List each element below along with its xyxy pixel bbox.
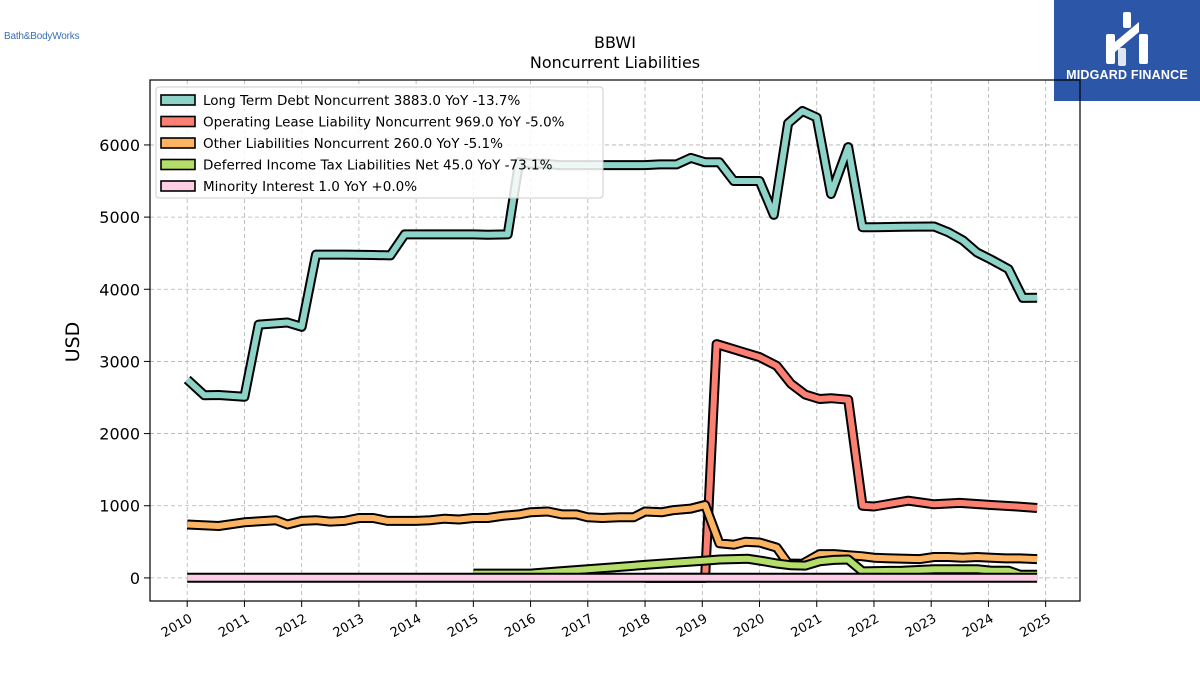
x-tick-label: 2015 <box>445 611 481 641</box>
brand-logo-left: Bath&BodyWorks <box>4 24 114 60</box>
x-tick-label: 2013 <box>331 611 367 641</box>
x-tick-label: 2024 <box>960 611 996 641</box>
legend-swatch-long-term-debt-noncurrent <box>160 94 196 106</box>
midgard-emblem-icon <box>1106 12 1148 66</box>
chart-title: BBWI <box>594 33 636 52</box>
y-tick-label: 3000 <box>99 352 140 371</box>
series-outline-other-liabilities-noncurrent <box>186 500 1038 569</box>
legend-label-minority-interest: Minority Interest 1.0 YoY +0.0% <box>203 179 417 195</box>
legend-label-other-liabilities-noncurrent: Other Liabilities Noncurrent 260.0 YoY -… <box>203 136 503 152</box>
x-tick-label: 2012 <box>274 611 310 641</box>
midgard-finance-wordmark: MIDGARD FINANCE <box>1066 68 1188 82</box>
y-tick-label: 1000 <box>99 497 140 516</box>
plot-frame <box>149 79 1081 602</box>
y-tick-label: 5000 <box>99 208 140 227</box>
y-tick-label: 0 <box>130 569 140 588</box>
series-line-deferred-income-tax-liabilities-net <box>473 555 1038 578</box>
midgard-finance-logo: MIDGARD FINANCE <box>1054 0 1200 101</box>
x-tick-label: 2017 <box>560 611 596 641</box>
y-axis-ticks: 0 1000 2000 3000 4000 5000 6000 <box>99 136 150 588</box>
x-tick-label: 2019 <box>674 611 710 641</box>
series-lines <box>183 106 1038 583</box>
legend-swatch-minority-interest <box>160 180 196 192</box>
x-tick-label: 2025 <box>1018 611 1054 641</box>
x-tick-label: 2023 <box>903 611 939 641</box>
x-tick-label: 2018 <box>617 611 653 641</box>
brand-logo-text: Bath&BodyWorks <box>4 31 80 42</box>
series-outline-operating-lease-liability-noncurrent <box>645 339 1038 583</box>
chart-subtitle: Noncurrent Liabilities <box>530 53 700 72</box>
legend-label-deferred-income-tax-liabilities-net: Deferred Income Tax Liabilities Net 45.0… <box>203 158 553 174</box>
series-line-long-term-debt-noncurrent <box>185 108 1038 400</box>
legend-swatch-operating-lease-liability-noncurrent <box>160 115 196 128</box>
y-tick-label: 6000 <box>99 136 140 155</box>
legend-label-long-term-debt-noncurrent: Long Term Debt Noncurrent 3883.0 YoY -13… <box>203 93 520 109</box>
x-axis-ticks: 2010 2011 2012 2013 2014 2015 2016 2017 2018 2019… <box>159 601 1054 641</box>
y-tick-label: 4000 <box>99 280 140 299</box>
series-line-other-liabilities-noncurrent <box>187 502 1038 567</box>
x-tick-label: 2021 <box>789 611 825 641</box>
x-tick-label: 2010 <box>159 611 195 641</box>
chart-legend: Long Term Debt Noncurrent 3883.0 YoY -13… <box>155 86 604 199</box>
x-tick-label: 2022 <box>846 611 882 641</box>
y-axis-label: USD <box>62 322 84 363</box>
x-tick-label: 2016 <box>502 611 538 641</box>
series-line-operating-lease-liability-noncurrent <box>645 341 1038 581</box>
x-tick-label: 2011 <box>216 611 252 641</box>
legend-label-operating-lease-liability-noncurrent: Operating Lease Liability Noncurrent 969… <box>203 115 565 131</box>
legend-swatch-deferred-income-tax-liabilities-net <box>160 158 196 171</box>
y-tick-label: 2000 <box>99 425 140 444</box>
legend-swatch-other-liabilities-noncurrent <box>160 137 196 149</box>
x-tick-label: 2020 <box>731 611 767 641</box>
x-tick-label: 2014 <box>388 611 424 641</box>
